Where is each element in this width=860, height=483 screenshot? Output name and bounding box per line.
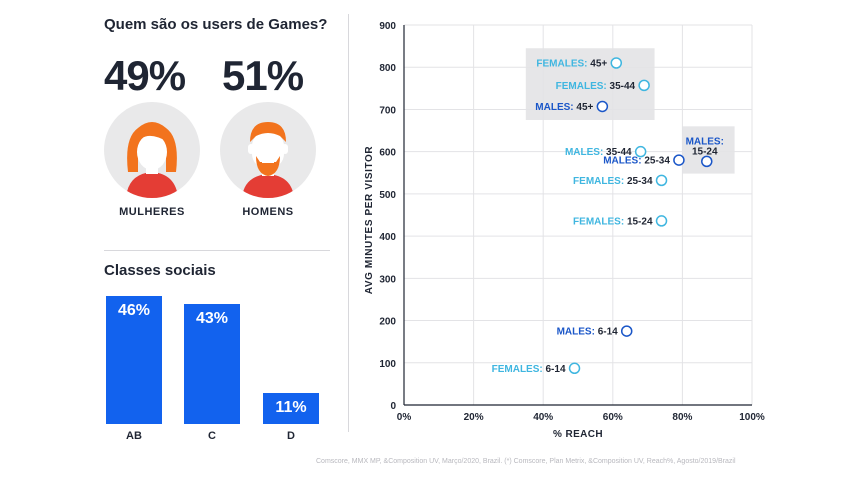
female-percent: 49% bbox=[104, 52, 186, 99]
y-tick-label: 900 bbox=[379, 21, 396, 32]
class-bar-c: 43% bbox=[184, 304, 240, 424]
x-tick-label: 80% bbox=[672, 412, 692, 423]
classes-title: Classes sociais bbox=[104, 262, 216, 279]
class-label-ab: AB bbox=[126, 430, 142, 442]
y-tick-label: 600 bbox=[379, 148, 396, 159]
x-tick-label: 60% bbox=[603, 412, 623, 423]
data-point bbox=[568, 362, 581, 375]
female-label: MULHERES bbox=[119, 206, 185, 218]
y-tick-label: 100 bbox=[379, 359, 396, 370]
point-label-males-25-34: MALES: 25-34 bbox=[603, 156, 670, 167]
source-note: Comscore, MMX MP, &Composition UV, Março… bbox=[316, 458, 736, 465]
male-label: HOMENS bbox=[242, 206, 294, 218]
page-title: Quem são os users de Games? bbox=[104, 16, 328, 33]
point-label-males-45-: MALES: 45+ bbox=[535, 102, 593, 113]
class-label-c: C bbox=[208, 430, 216, 442]
point-label-females-35-44: FEMALES: 35-44 bbox=[556, 81, 636, 92]
x-tick-label: 20% bbox=[464, 412, 484, 423]
female-avatar-icon bbox=[104, 102, 200, 198]
data-point bbox=[638, 79, 650, 92]
y-tick-label: 400 bbox=[379, 232, 396, 243]
highlight-box-older bbox=[525, 48, 655, 120]
point-label-females-45-: FEMALES: 45+ bbox=[536, 59, 607, 70]
data-point bbox=[673, 154, 685, 166]
y-tick-label: 800 bbox=[379, 63, 396, 74]
class-bar-d-value: 11% bbox=[275, 399, 307, 417]
data-point bbox=[596, 100, 609, 113]
x-tick-label: 100% bbox=[739, 412, 765, 423]
column-divider bbox=[348, 14, 349, 432]
data-point bbox=[610, 57, 623, 69]
point-label-females-25-34: FEMALES: 25-34 bbox=[573, 176, 653, 187]
x-tick-label: 40% bbox=[533, 412, 553, 423]
class-bar-ab-value: 46% bbox=[117, 302, 151, 319]
class-bar-d: 11% bbox=[263, 393, 319, 424]
data-point bbox=[620, 325, 633, 337]
point-label-males-6-14: MALES: 6-14 bbox=[557, 327, 619, 338]
x-tick-label: 0% bbox=[397, 412, 412, 423]
class-label-d: D bbox=[287, 430, 295, 442]
y-tick-label: 200 bbox=[379, 317, 396, 328]
y-tick-label: 700 bbox=[379, 105, 396, 116]
class-bar-ab: 46% bbox=[106, 296, 162, 424]
data-point bbox=[655, 174, 668, 187]
data-point bbox=[634, 145, 647, 158]
class-bar-c-value: 43% bbox=[195, 310, 229, 328]
male-avatar-icon bbox=[220, 102, 316, 198]
y-tick-label: 300 bbox=[379, 274, 396, 285]
x-axis-label: % REACH bbox=[553, 429, 603, 440]
point-label-males-15-24-group: MALES: bbox=[686, 136, 724, 147]
point-label-females-15-24: FEMALES: 15-24 bbox=[573, 216, 653, 227]
y-tick-label: 0 bbox=[390, 401, 396, 412]
y-axis-label: AVG MINUTES PER VISITOR bbox=[364, 146, 375, 295]
y-tick-label: 500 bbox=[379, 190, 396, 201]
point-label-males-15-24-age: 15-24 bbox=[692, 146, 718, 157]
data-point bbox=[655, 215, 668, 227]
data-point bbox=[701, 155, 713, 168]
section-divider bbox=[104, 250, 330, 251]
male-percent: 51% bbox=[222, 52, 304, 99]
point-label-females-6-14: FEMALES: 6-14 bbox=[492, 364, 566, 375]
point-label-males-35-44: MALES: 35-44 bbox=[565, 147, 632, 158]
